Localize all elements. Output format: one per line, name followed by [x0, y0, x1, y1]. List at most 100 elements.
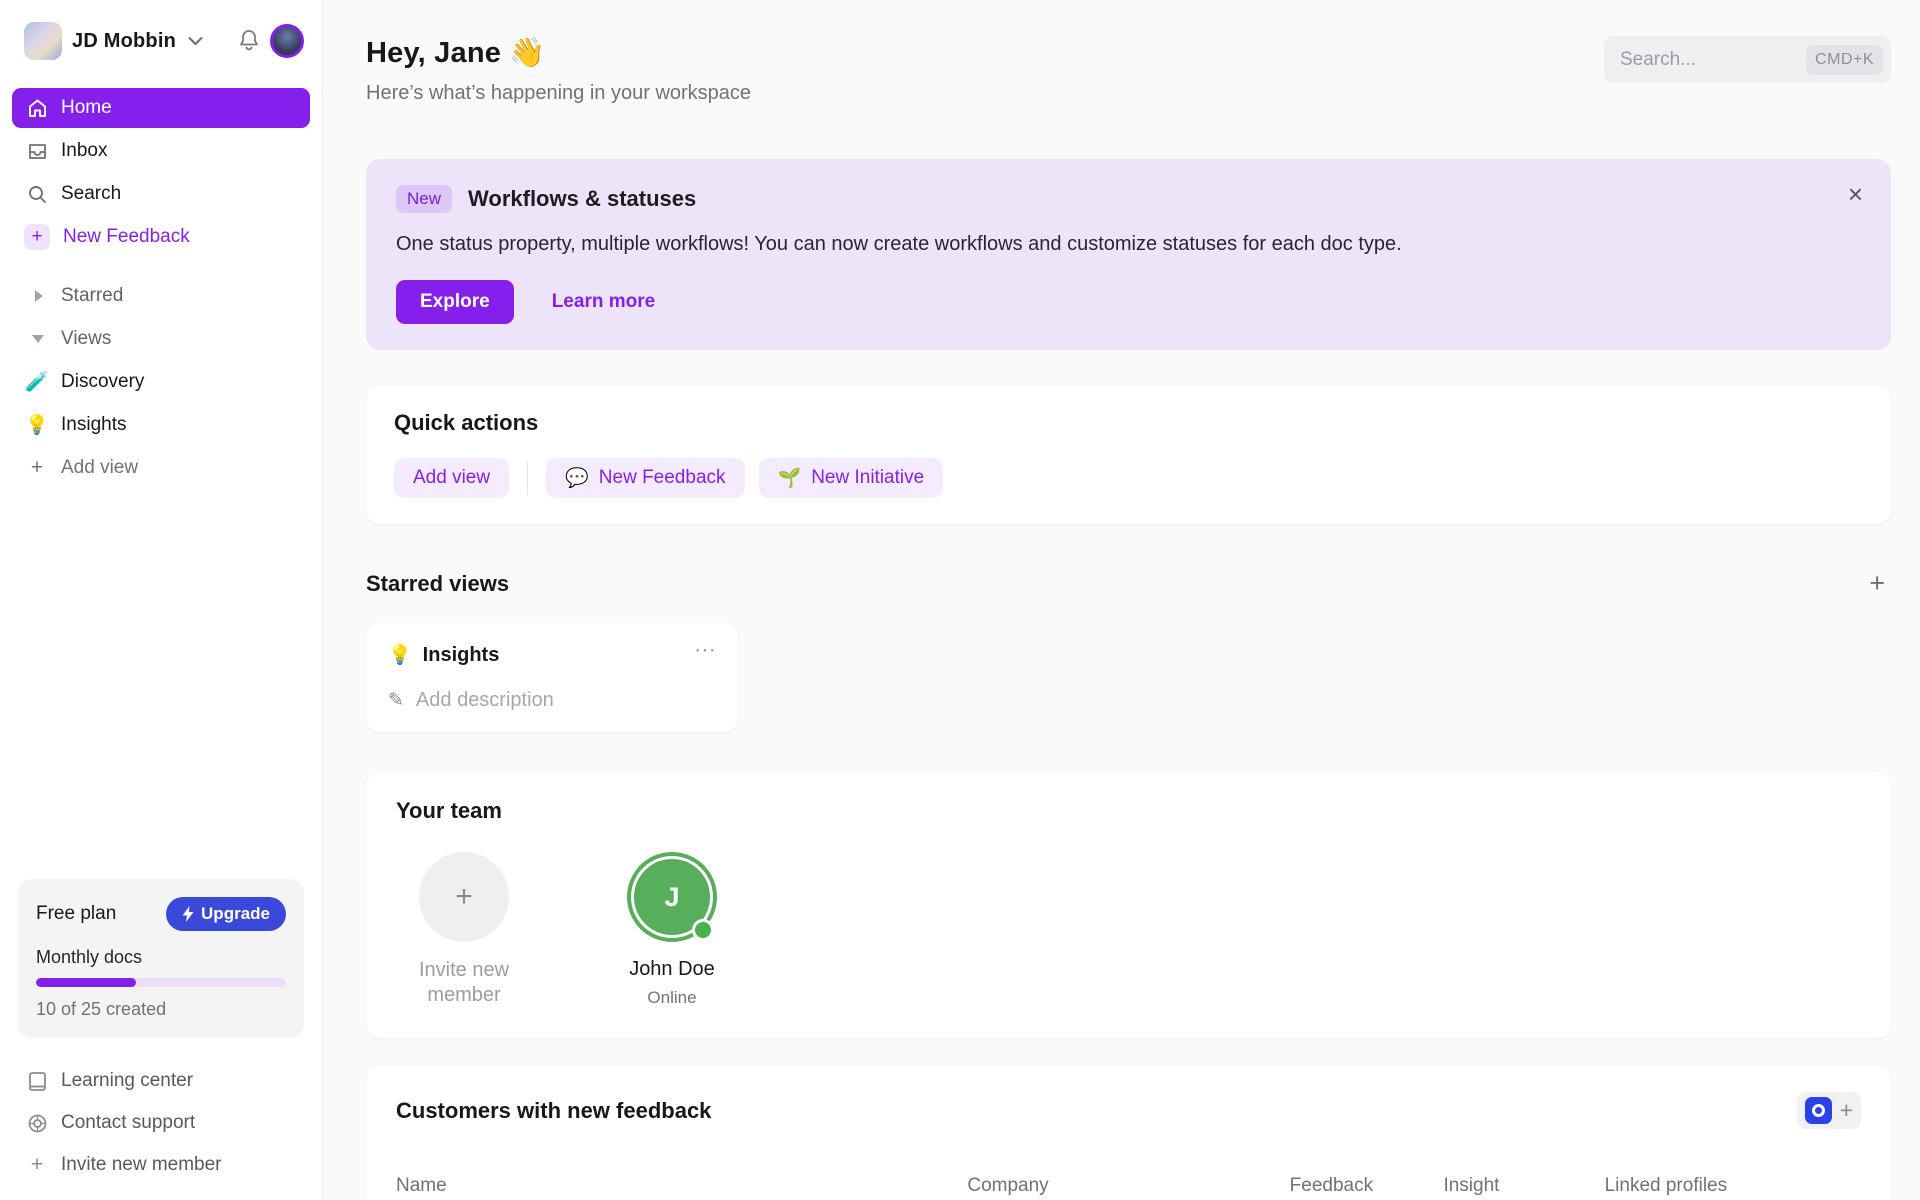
notifications-bell-icon[interactable] [238, 29, 260, 53]
member-initial: J [664, 881, 680, 912]
banner-title: Workflows & statuses [468, 186, 697, 211]
test-tube-icon: 🧪 [25, 372, 49, 393]
usage-count: 10 of 25 created [36, 999, 167, 1019]
lightning-bolt-icon [182, 906, 194, 922]
plus-icon[interactable]: + [419, 852, 509, 942]
workspace-switcher[interactable]: JD Mobbin [12, 20, 310, 62]
member-status: Online [647, 988, 697, 1007]
description-placeholder: Add description [415, 689, 554, 711]
starred-view-card-insights[interactable]: 💡 Insights ⋯ ✎ Add description [366, 623, 738, 732]
column-header-feedback: Feedback [1289, 1175, 1374, 1196]
sidebar-item-new-feedback[interactable]: + New Feedback [12, 217, 310, 257]
explore-button[interactable]: Explore [396, 280, 514, 324]
add-view-button[interactable]: Add view [394, 458, 510, 498]
user-avatar[interactable] [270, 24, 304, 58]
plus-icon: + [30, 456, 44, 479]
sidebar-item-home[interactable]: Home [12, 88, 310, 128]
sidebar-footer: Learning center Contact support + Invite… [12, 1060, 310, 1186]
workspace-logo [24, 22, 62, 60]
sidebar-item-contact-support[interactable]: Contact support [12, 1102, 310, 1144]
starred-card-title: Insights [422, 643, 500, 666]
starred-views-title: Starred views [366, 570, 510, 596]
chevron-down-icon [188, 36, 203, 46]
sidebar-group-starred[interactable]: Starred [12, 276, 310, 316]
upgrade-button[interactable]: Upgrade [166, 897, 286, 931]
sidebar-item-label: Invite new member [61, 1154, 222, 1175]
workspace-name: JD Mobbin [72, 29, 177, 52]
sidebar: JD Mobbin Home Inbox [0, 0, 323, 1200]
monthly-docs-progress [36, 978, 286, 987]
main-content: Hey, Jane 👋 Here’s what’s happening in y… [323, 0, 1920, 1200]
add-description-field[interactable]: ✎ Add description [388, 689, 716, 712]
sidebar-item-label: Learning center [61, 1070, 194, 1091]
seedling-icon: 🌱 [777, 468, 802, 489]
sidebar-item-label: Search [61, 183, 122, 204]
sidebar-item-discovery[interactable]: 🧪 Discovery [12, 362, 310, 402]
sidebar-item-learning-center[interactable]: Learning center [12, 1060, 310, 1102]
chevron-down-icon [26, 335, 48, 343]
search-shortcut-badge: CMD+K [1806, 44, 1883, 75]
new-initiative-label: New Initiative [811, 467, 925, 488]
add-view-label: Add view [413, 467, 491, 488]
new-badge: New [396, 185, 453, 213]
greeting-title: Hey, Jane 👋 [366, 37, 546, 69]
column-header-name: Name [396, 1175, 447, 1196]
card-menu-ellipsis-icon[interactable]: ⋯ [694, 637, 718, 662]
learn-more-link[interactable]: Learn more [551, 291, 656, 312]
sidebar-item-search[interactable]: Search [12, 174, 310, 214]
sidebar-group-label: Views [61, 328, 112, 349]
plan-card: Free plan Upgrade Monthly docs 10 of 25 … [18, 879, 304, 1038]
customers-toolbar: + [1796, 1092, 1861, 1129]
online-status-dot [692, 919, 714, 941]
sidebar-item-invite-member[interactable]: + Invite new member [12, 1144, 310, 1186]
new-feedback-label: New Feedback [598, 467, 726, 488]
sidebar-item-label: Contact support [61, 1112, 196, 1133]
quick-actions-title: Quick actions [394, 410, 539, 435]
new-feedback-button[interactable]: 💬 New Feedback [546, 458, 745, 498]
your-team-card: Your team + Invite new member J John Doe… [366, 772, 1891, 1038]
upgrade-label: Upgrade [201, 904, 270, 923]
lightbulb-icon: 💡 [388, 645, 412, 666]
plan-name: Free plan [36, 903, 117, 924]
customers-feedback-card: Customers with new feedback + Name Compa… [366, 1066, 1891, 1200]
customers-title: Customers with new feedback [396, 1097, 712, 1123]
announcement-banner: New Workflows & statuses × One status pr… [366, 159, 1891, 350]
sidebar-item-label: Insights [61, 414, 127, 435]
sidebar-item-add-view[interactable]: + Add view [12, 448, 310, 488]
divider [527, 461, 529, 495]
greeting-subtitle: Here’s what’s happening in your workspac… [366, 82, 752, 104]
add-starred-view-plus-icon[interactable]: + [1869, 568, 1885, 598]
add-customer-plus-icon[interactable]: + [1839, 1097, 1853, 1123]
chevron-right-icon [26, 290, 48, 302]
sidebar-nav: Home Inbox Search + New Feedback [12, 88, 310, 491]
global-search-input[interactable]: Search... CMD+K [1604, 36, 1891, 83]
column-header-insight: Insight [1443, 1175, 1500, 1196]
sidebar-item-label: Discovery [61, 371, 145, 392]
invite-new-member-tile[interactable]: + Invite new member [396, 852, 532, 1008]
page-header: Hey, Jane 👋 Here’s what’s happening in y… [366, 36, 751, 105]
lightbulb-icon: 💡 [25, 415, 49, 436]
sidebar-item-inbox[interactable]: Inbox [12, 131, 310, 171]
lifebuoy-icon [26, 1113, 48, 1134]
member-name: John Doe [629, 958, 715, 980]
team-member-tile[interactable]: J John Doe Online [604, 852, 740, 1008]
sidebar-item-label: Home [61, 97, 112, 118]
speech-balloon-icon: 💬 [565, 468, 589, 489]
sidebar-group-views[interactable]: Views [12, 319, 310, 359]
close-icon[interactable]: × [1847, 179, 1863, 209]
invite-label: Invite new member [418, 959, 510, 1006]
pencil-icon: ✎ [388, 690, 404, 711]
intercom-app-icon[interactable] [1804, 1097, 1832, 1124]
search-icon [26, 184, 48, 205]
new-initiative-button[interactable]: 🌱 New Initiative [758, 458, 944, 498]
column-header-linked-profiles: Linked profiles [1604, 1175, 1728, 1196]
sidebar-group-label: Starred [61, 285, 124, 306]
search-placeholder: Search... [1620, 48, 1697, 70]
sidebar-item-insights[interactable]: 💡 Insights [12, 405, 310, 445]
book-icon [26, 1071, 48, 1092]
quick-actions-card: Quick actions Add view 💬 New Feedback 🌱 … [366, 386, 1891, 524]
plus-icon: + [30, 1153, 44, 1176]
sidebar-item-label: Inbox [61, 140, 108, 161]
home-icon [26, 98, 48, 119]
